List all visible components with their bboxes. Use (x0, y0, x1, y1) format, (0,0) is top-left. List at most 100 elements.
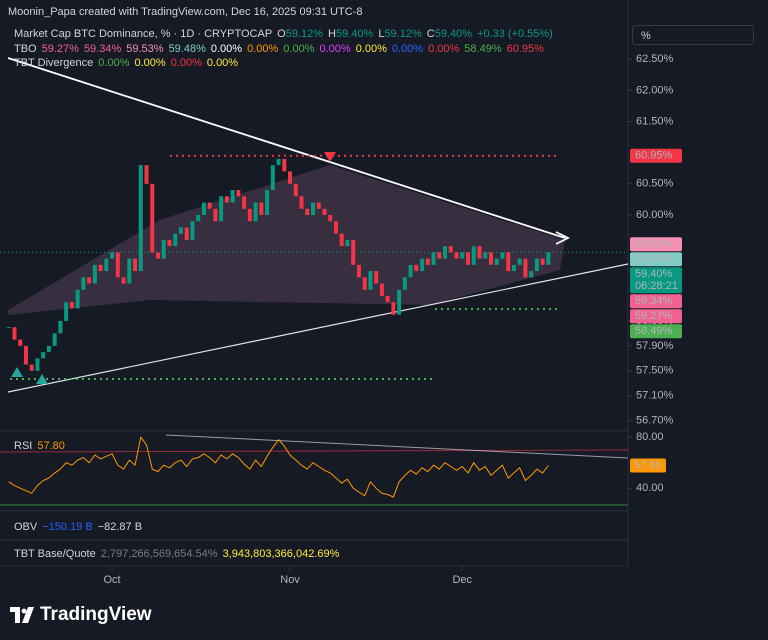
indicator-value: 58.49% (464, 43, 502, 55)
candle (546, 252, 551, 265)
candle (184, 227, 189, 240)
candle (236, 190, 241, 197)
candle (127, 258, 132, 284)
candle (167, 239, 172, 247)
x-tick-label: Nov (280, 574, 300, 586)
candle (75, 289, 80, 309)
indicator-value: 0.00% (319, 43, 351, 55)
indicator-value: 0.00% (247, 43, 279, 55)
candle (414, 264, 419, 272)
y-tick-label: 57.90% (636, 340, 674, 352)
candle (299, 196, 304, 209)
ohlc-value: 59.12% (384, 28, 422, 40)
candle (448, 246, 453, 253)
candle (276, 158, 281, 166)
candle (224, 196, 229, 203)
candle (460, 252, 465, 259)
candle (265, 190, 270, 215)
rsi-upper-band (0, 449, 629, 453)
candle (368, 271, 373, 290)
cloud (8, 165, 565, 315)
candle (29, 364, 34, 371)
indicator-legend: TBO 59.27% 59.34% 59.53% 59.48% 0.00% 0.00% 0.0… (14, 43, 544, 55)
resistance-trendline (7, 57, 566, 239)
candle (144, 165, 149, 184)
candle (64, 302, 69, 321)
candle (196, 215, 201, 222)
y-tick-label: 60.50% (636, 178, 674, 190)
candle (288, 171, 293, 184)
scale-button[interactable]: % (632, 25, 754, 45)
candle (385, 296, 390, 303)
candle (150, 183, 155, 253)
candle (201, 202, 206, 215)
candle (46, 345, 51, 353)
candle (391, 302, 396, 315)
y-tick-label: 62.00% (636, 84, 674, 96)
obv-legend: OBV −150.19 B −82.87 B (14, 521, 142, 533)
indicator-value: 0.00% (98, 57, 130, 69)
indicator-name: TBT Divergence (14, 57, 94, 69)
candle (511, 264, 516, 272)
symbol-name: Market Cap BTC Dominance, % · 1D · CRYPT… (14, 28, 273, 40)
candle (247, 208, 252, 222)
indicator-value: 0.00% (210, 43, 243, 55)
tbt-value: 2,797,266,569,654.54% (100, 548, 218, 560)
candle (52, 333, 57, 346)
candle (259, 202, 264, 215)
candle (494, 258, 499, 265)
price-label-box (630, 324, 682, 339)
price-label-box (630, 237, 682, 252)
brand-logo: TradingView (10, 604, 152, 626)
indicator-value: 0.00% (355, 43, 387, 55)
candle (92, 264, 97, 284)
indicator-value: 0.00% (428, 43, 460, 55)
candle (322, 208, 327, 215)
attribution: Moonin_Papa created with TradingView.com… (8, 6, 363, 18)
y-tick-label: 57.50% (636, 365, 674, 377)
candle (356, 264, 361, 278)
candle (523, 258, 528, 278)
price-label: 59.34% (635, 295, 673, 307)
obv-value: −150.19 B (42, 521, 93, 533)
ohlc-item: L59.12% (378, 28, 421, 40)
candle (402, 277, 407, 290)
candle (242, 196, 247, 209)
candle (270, 165, 275, 191)
rsi-value: 57.80 (37, 440, 65, 452)
indicator-legend: TBT Divergence 0.00% 0.00% 0.00% 0.00% (14, 57, 238, 69)
ohlc-item: C59.40% (427, 28, 472, 40)
candle (213, 208, 218, 222)
ohlc-value: 59.12% (285, 28, 324, 40)
candle (41, 352, 46, 359)
candle (282, 158, 287, 172)
candle (253, 202, 258, 222)
candle (161, 239, 166, 259)
indicator-value: 60.95% (506, 43, 544, 55)
candle (173, 233, 178, 247)
candle (374, 271, 379, 284)
rsi-label-box (630, 458, 666, 473)
candle (529, 271, 534, 278)
obv-value: −82.87 B (97, 521, 143, 533)
change: +0.33 (+0.55%) (477, 28, 553, 40)
price-label-box (630, 267, 682, 294)
indicator-value: 0.00% (134, 57, 166, 69)
candle (425, 258, 430, 265)
tbt-name: TBT Base/Quote (14, 548, 96, 560)
indicator-value: 59.34% (83, 43, 122, 55)
ohlc-value: 59.40% (336, 28, 374, 40)
candle (408, 264, 413, 278)
candle (483, 252, 488, 259)
price-label-box (630, 252, 682, 267)
candle (115, 252, 120, 278)
candle (110, 252, 115, 259)
rsi-trendline (165, 434, 629, 459)
indicator-value: 0.00% (206, 57, 239, 69)
candle (138, 165, 143, 272)
candle (351, 239, 356, 265)
indicator-value: 0.00% (170, 57, 202, 69)
rsi-tick-label: 80.00 (636, 431, 664, 443)
rsi-name: RSI (14, 440, 33, 452)
